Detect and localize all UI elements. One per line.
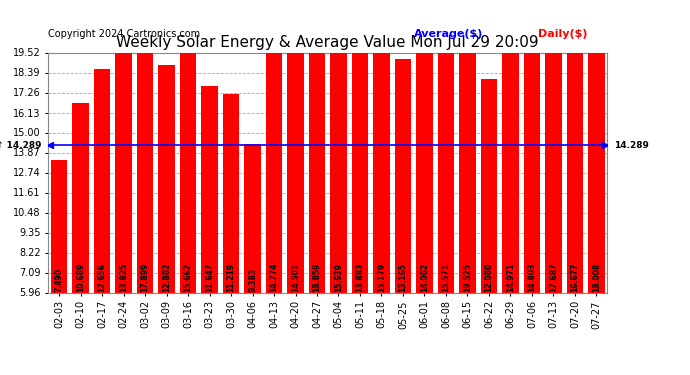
Text: 14.774: 14.774 [270,262,279,292]
Bar [331,16,346,292]
Text: 18.859: 18.859 [313,262,322,292]
Bar [51,160,67,292]
Text: 15.179: 15.179 [377,262,386,292]
Bar [524,30,540,292]
Text: Daily($): Daily($) [538,29,588,39]
Bar [223,94,239,292]
Text: 19.525: 19.525 [463,263,472,292]
Bar [94,69,110,292]
Bar [352,47,368,292]
Text: 7.490: 7.490 [55,268,63,292]
Bar [309,0,325,292]
Bar [373,24,390,292]
Bar [115,48,132,292]
Text: 10.689: 10.689 [76,262,85,292]
Text: 14.062: 14.062 [420,262,429,292]
Text: 12.080: 12.080 [484,262,493,292]
Text: 8.383: 8.383 [248,267,257,292]
Text: 12.882: 12.882 [162,262,171,292]
Bar [589,0,604,292]
Bar [201,86,217,292]
Bar [545,0,562,292]
Text: 15.571: 15.571 [442,262,451,292]
Text: 18.008: 18.008 [592,262,601,292]
Text: 14.803: 14.803 [527,262,536,292]
Text: 15.639: 15.639 [334,262,343,292]
Text: Copyright 2024 Cartronics.com: Copyright 2024 Cartronics.com [48,29,200,39]
Bar [72,104,88,292]
Text: 13.883: 13.883 [355,262,364,292]
Text: 12.656: 12.656 [97,262,106,292]
Text: 13.825: 13.825 [119,262,128,292]
Text: 11.219: 11.219 [226,262,235,292]
Bar [244,144,261,292]
Bar [288,36,304,292]
Bar [502,27,518,292]
Text: 14.501: 14.501 [291,262,300,292]
Text: 11.647: 11.647 [205,262,214,292]
Text: Average($): Average($) [414,29,484,39]
Text: 14.289: 14.289 [614,141,649,150]
Bar [159,64,175,292]
Text: 14.971: 14.971 [506,262,515,292]
Text: 15.662: 15.662 [184,262,193,292]
Bar [180,15,196,292]
Bar [417,44,433,292]
Bar [438,17,454,292]
Bar [137,0,153,292]
Title: Weekly Solar Energy & Average Value Mon Jul 29 20:09: Weekly Solar Energy & Average Value Mon … [117,35,539,50]
Text: 17.899: 17.899 [141,262,150,292]
Bar [481,79,497,292]
Text: 13.165: 13.165 [399,262,408,292]
Text: ↑ 14.289: ↑ 14.289 [0,141,41,150]
Bar [266,31,282,292]
Bar [567,0,583,292]
Text: 16.677: 16.677 [571,262,580,292]
Bar [395,60,411,292]
Text: 17.687: 17.687 [549,262,558,292]
Bar [460,0,475,292]
